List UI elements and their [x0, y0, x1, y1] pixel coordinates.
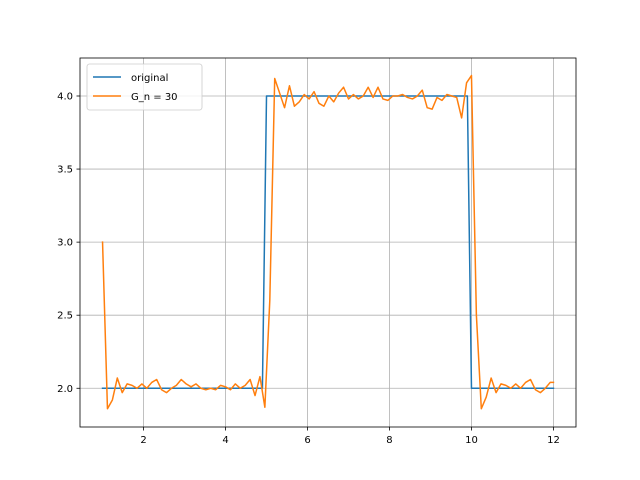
y-axis-ticks: 2.0 2.5 3.0 3.5 4.0	[57, 91, 80, 395]
y-tick-label: 2.5	[57, 311, 73, 322]
x-tick-label: 4	[222, 435, 228, 446]
y-tick-label: 4.0	[57, 91, 73, 102]
y-tick-label: 3.0	[57, 238, 73, 249]
x-tick-label: 6	[304, 435, 310, 446]
y-tick-label: 2.0	[57, 384, 73, 395]
x-tick-label: 2	[140, 435, 146, 446]
x-tick-label: 8	[386, 435, 392, 446]
x-tick-label: 12	[547, 435, 560, 446]
series-line-g-n-30	[101, 74, 555, 410]
legend-box	[86, 63, 203, 111]
legend-label: G_n = 30	[131, 92, 178, 103]
series-line-original	[101, 95, 555, 390]
legend-label: original	[131, 73, 168, 84]
x-tick-label: 10	[465, 435, 478, 446]
legend: original G_n = 30	[86, 63, 203, 111]
y-tick-label: 3.5	[57, 165, 73, 176]
series-lines	[101, 74, 555, 410]
x-axis-ticks: 2 4 6 8 10 12	[140, 427, 560, 446]
